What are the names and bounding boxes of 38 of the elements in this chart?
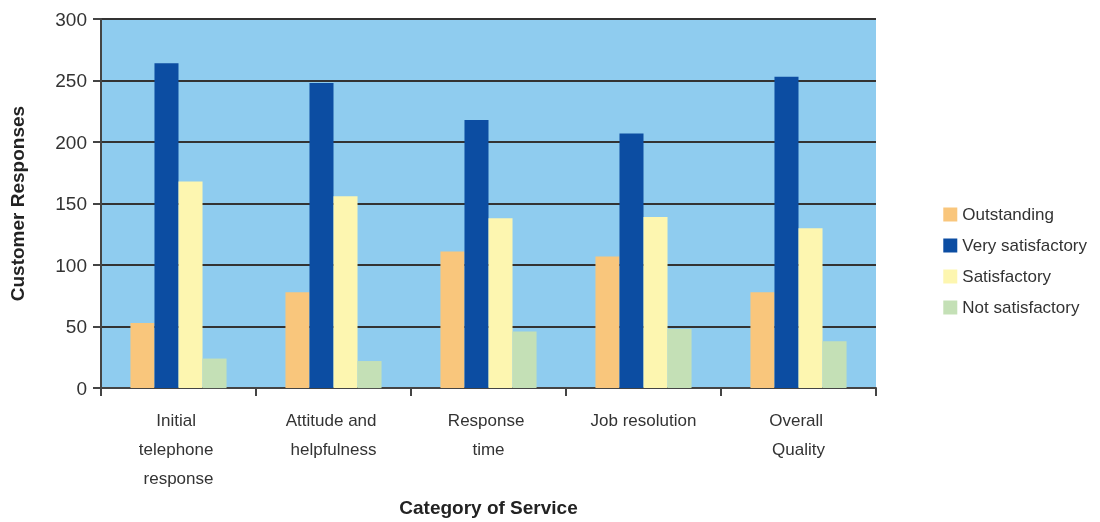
bar <box>619 133 644 389</box>
bar <box>154 63 179 389</box>
bar <box>798 228 823 389</box>
x-tick-label: Attitude and helpfulness <box>285 411 382 460</box>
bar <box>822 341 847 389</box>
x-tick-label: Initial telephone response <box>138 411 219 489</box>
bar <box>130 322 155 389</box>
bar <box>309 82 334 389</box>
x-tick-label: Job resolution <box>590 411 697 431</box>
legend-label: Not satisfactory <box>962 298 1080 317</box>
bar <box>774 76 799 389</box>
bar <box>464 119 489 389</box>
bar <box>440 251 465 389</box>
legend-label: Very satisfactory <box>962 236 1088 255</box>
y-tick-label: 150 <box>55 193 87 215</box>
y-tick-label: 200 <box>55 131 87 153</box>
x-tick-label: Response time <box>447 411 530 460</box>
x-axis-title: Category of Service <box>399 497 578 518</box>
y-tick-label: 300 <box>55 8 87 30</box>
bar <box>750 292 775 389</box>
y-tick-label: 0 <box>76 377 87 399</box>
bar <box>488 218 513 389</box>
bar <box>333 196 358 389</box>
legend-label: Outstanding <box>962 205 1054 224</box>
x-tick-label: Overall Quality <box>769 411 828 460</box>
bar <box>178 181 203 389</box>
bar <box>667 329 692 389</box>
bar <box>643 217 668 389</box>
legend-label: Satisfactory <box>962 267 1052 286</box>
y-tick-label: 50 <box>65 316 87 338</box>
bar <box>202 358 227 389</box>
bar <box>285 292 310 389</box>
y-tick-label: 100 <box>55 254 87 276</box>
bar <box>357 361 382 389</box>
bar <box>512 331 537 389</box>
bar <box>595 256 620 389</box>
y-tick-label: 250 <box>55 70 87 92</box>
y-axis-title: Customer Responses <box>7 105 28 302</box>
